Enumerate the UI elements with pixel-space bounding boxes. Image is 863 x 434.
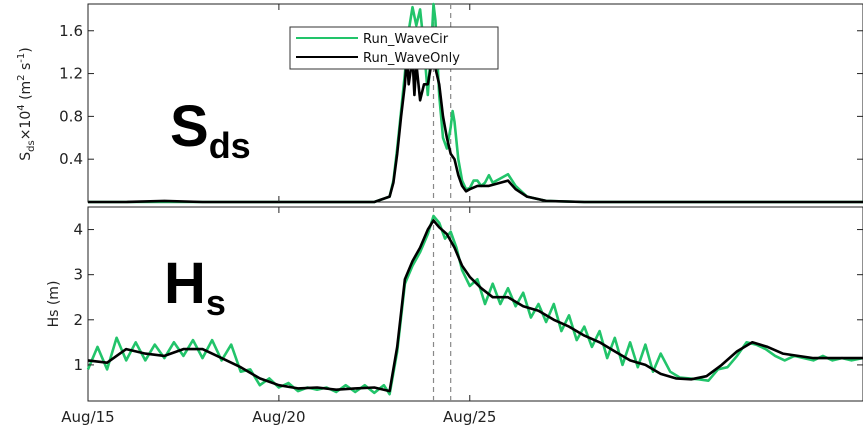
x-tick-label: Aug/25 bbox=[443, 408, 496, 426]
ylabel-m: (m bbox=[18, 81, 34, 105]
y-tick-label: 1.6 bbox=[59, 22, 83, 40]
bottom-big-label: Hs bbox=[164, 251, 226, 323]
bottom-y-axis-label: Hs (m) bbox=[46, 281, 62, 328]
ylabel-s: S bbox=[18, 152, 34, 161]
ylabel-times10: ×10 bbox=[18, 111, 34, 141]
ylabel-exp-1: -1 bbox=[16, 53, 27, 63]
top-big-label: Sds bbox=[170, 94, 251, 166]
top-y-axis-label: Sds×104 (m2 s-1) bbox=[16, 47, 37, 161]
bottom-series-group bbox=[86, 214, 863, 396]
ylabel-exp2: 2 bbox=[16, 74, 27, 80]
legend-label-waveonly: Run_WaveOnly bbox=[363, 51, 460, 66]
legend-box bbox=[289, 26, 499, 70]
top-x-ticks bbox=[87, 4, 471, 202]
top-y-ticks: 0.4 0.8 1.2 1.6 bbox=[59, 22, 863, 168]
big-label-s-sub: s bbox=[206, 282, 226, 323]
big-label-ds: ds bbox=[209, 125, 251, 166]
y-tick-label: 0.8 bbox=[59, 107, 83, 125]
bottom-panel: 1 2 3 4 Aug/15 Aug/20 Aug/25 Hs (m) Hs bbox=[46, 206, 863, 426]
y-tick-label: 2 bbox=[73, 311, 83, 329]
ylabel-s-unit: s bbox=[18, 63, 34, 75]
ylabel-close: ) bbox=[18, 47, 34, 52]
bottom-x-ticks: Aug/15 Aug/20 Aug/25 bbox=[61, 207, 496, 426]
bottom-y-ticks: 1 2 3 4 bbox=[73, 221, 863, 374]
series-line-run-wavecir bbox=[86, 214, 863, 396]
big-label-s: S bbox=[170, 94, 209, 159]
top-vertical-lines bbox=[432, 4, 452, 202]
series-line-run-waveonly bbox=[87, 219, 863, 393]
y-tick-label: 3 bbox=[73, 266, 83, 284]
y-tick-label: 1.2 bbox=[59, 65, 83, 83]
top-panel: 0.40.81.21.6 Sds×104 (m2 s-1) Sds Run_Wa… bbox=[16, 2, 863, 204]
bottom-plot-area bbox=[87, 206, 863, 402]
x-tick-label: Aug/15 bbox=[61, 408, 114, 426]
ylabel-ds: ds bbox=[26, 140, 37, 152]
big-label-h: H bbox=[164, 251, 206, 316]
legend-label-wavecir: Run_WaveCir bbox=[363, 32, 449, 47]
y-tick-label: 1 bbox=[73, 356, 83, 374]
x-tick-label: Aug/20 bbox=[252, 408, 305, 426]
y-tick-label: 4 bbox=[73, 221, 83, 239]
legend: Run_WaveCir Run_WaveOnly bbox=[289, 26, 499, 70]
y-tick-label: 0.4 bbox=[59, 150, 83, 168]
ylabel-exp4: 4 bbox=[16, 104, 27, 110]
